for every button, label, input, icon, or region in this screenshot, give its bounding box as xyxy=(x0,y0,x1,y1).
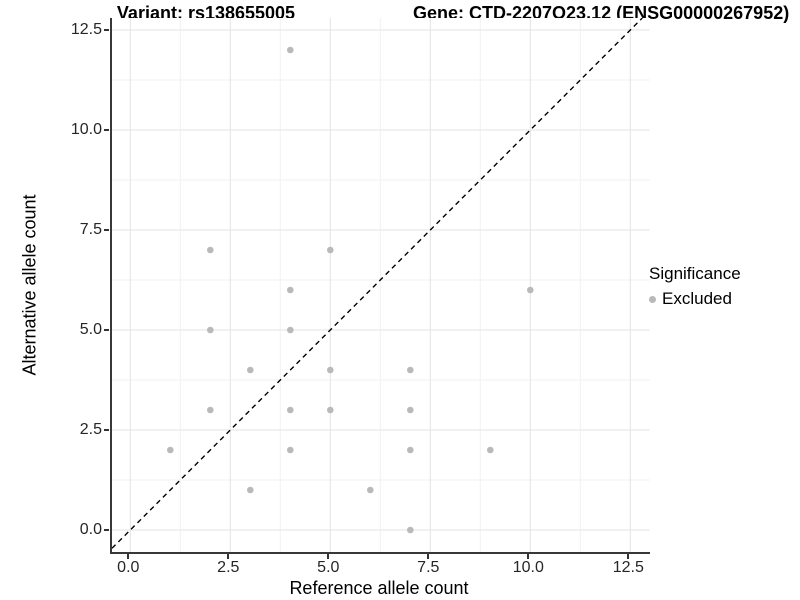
data-point xyxy=(407,446,414,454)
legend-title: Significance xyxy=(649,264,741,283)
data-point xyxy=(287,446,294,454)
data-point xyxy=(527,286,534,294)
legend-point-icon xyxy=(649,295,656,303)
scatter-canvas xyxy=(112,18,650,552)
data-point xyxy=(287,286,294,294)
data-point xyxy=(407,526,414,534)
x-tick-label: 0.0 xyxy=(117,559,140,576)
y-tick-label: 0.0 xyxy=(79,521,102,538)
x-tick-mark xyxy=(627,554,630,559)
x-tick-mark xyxy=(427,554,430,559)
y-tick-mark xyxy=(104,429,109,431)
x-tick-mark xyxy=(227,554,230,559)
data-point xyxy=(287,326,294,334)
x-axis-title: Reference allele count xyxy=(289,578,469,598)
x-tick-label: 10.0 xyxy=(512,559,544,576)
x-tick-label: 7.5 xyxy=(417,559,440,576)
data-point xyxy=(407,366,414,374)
data-point xyxy=(287,46,294,54)
data-point xyxy=(207,326,214,334)
legend-item-excluded: Excluded xyxy=(649,289,741,309)
y-tick-mark xyxy=(104,329,109,331)
legend-item-label: Excluded xyxy=(662,289,732,308)
y-tick-mark xyxy=(104,529,109,531)
y-tick-label: 5.0 xyxy=(79,321,102,338)
y-tick-label: 12.5 xyxy=(70,21,102,38)
x-tick-label: 5.0 xyxy=(317,559,340,576)
identity-reference-line xyxy=(112,18,643,549)
y-axis-title: Alternative allele count xyxy=(19,194,40,376)
x-tick-label: 2.5 xyxy=(217,559,240,576)
data-point xyxy=(167,446,174,454)
data-point xyxy=(487,446,494,454)
data-point xyxy=(327,406,334,414)
y-tick-mark xyxy=(104,229,109,231)
data-point xyxy=(327,366,334,374)
data-point xyxy=(407,406,414,414)
plot-panel xyxy=(110,18,650,554)
x-tick-label: 12.5 xyxy=(612,559,644,576)
legend: Significance Excluded xyxy=(649,264,741,309)
data-point xyxy=(327,246,334,254)
data-point xyxy=(247,366,254,374)
x-tick-mark xyxy=(527,554,530,559)
data-point xyxy=(247,486,254,494)
data-point xyxy=(287,406,294,414)
data-point xyxy=(207,406,214,414)
x-tick-mark xyxy=(327,554,330,559)
y-tick-mark xyxy=(104,29,109,31)
y-tick-label: 7.5 xyxy=(79,221,102,238)
x-tick-mark xyxy=(127,554,130,559)
data-point xyxy=(207,246,214,254)
y-tick-mark xyxy=(104,129,109,131)
data-point xyxy=(367,486,374,494)
y-tick-label: 2.5 xyxy=(79,421,102,438)
y-tick-label: 10.0 xyxy=(70,121,102,138)
